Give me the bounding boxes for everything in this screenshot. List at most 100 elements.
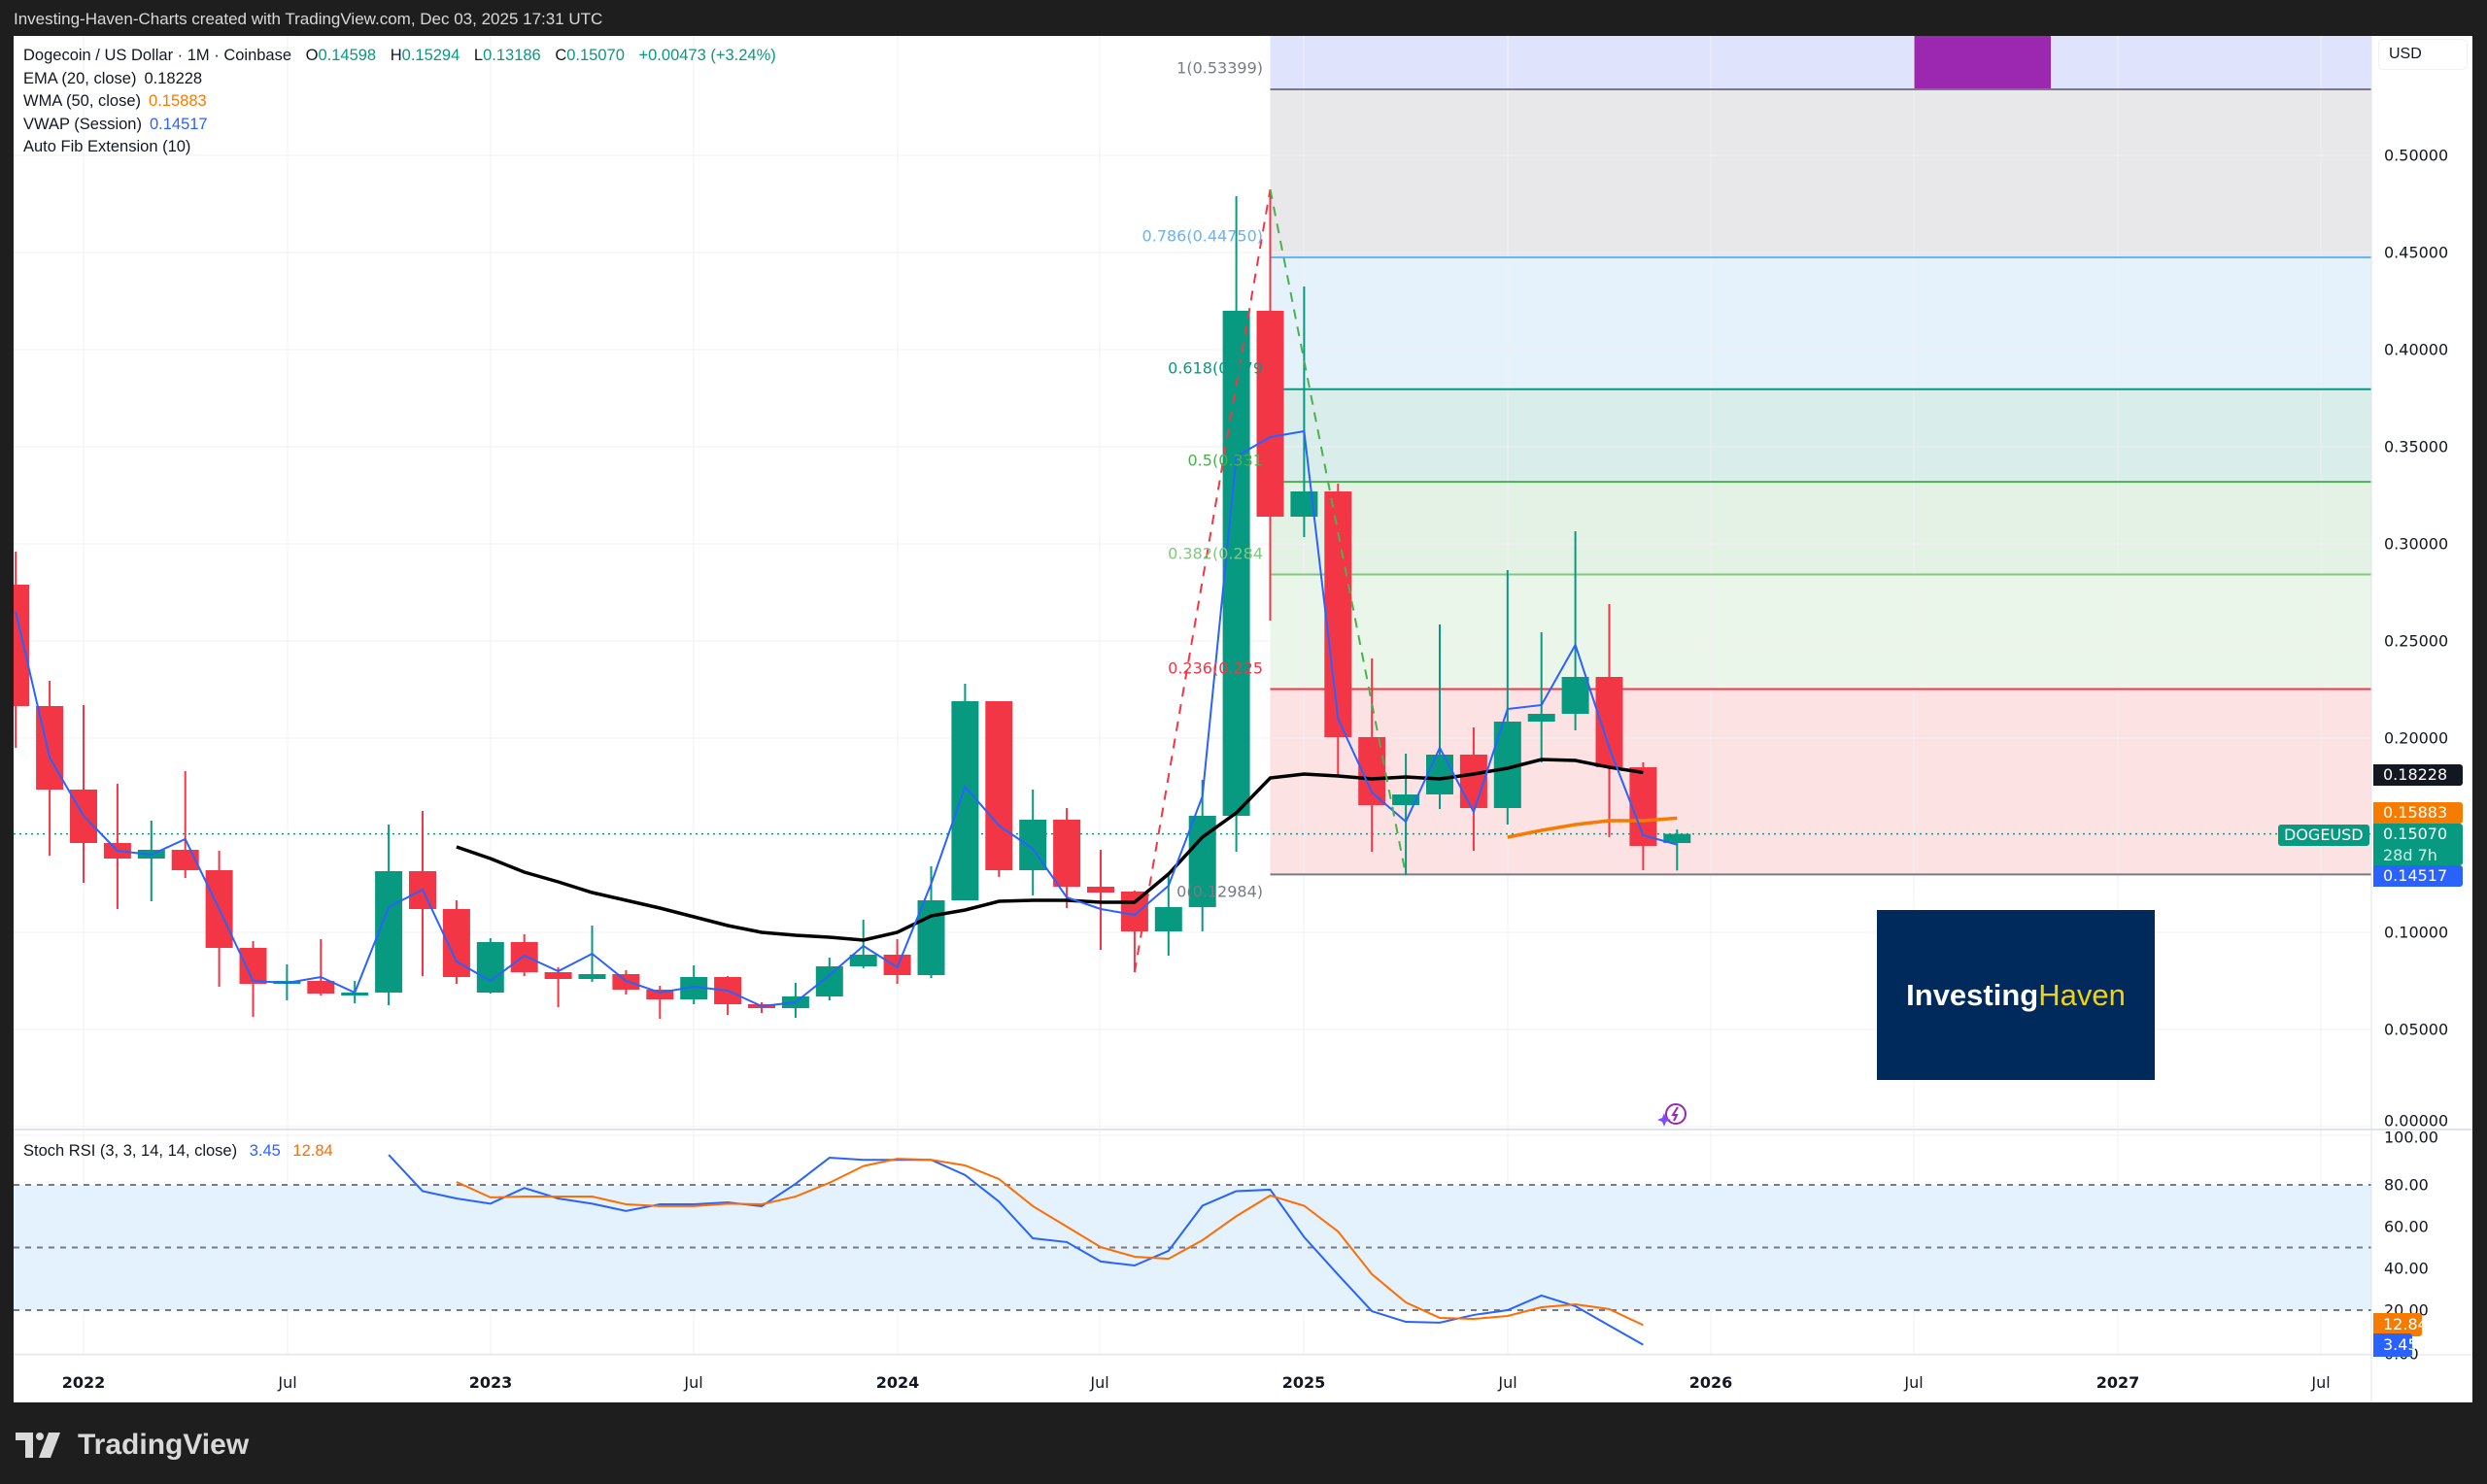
candle[interactable]	[1087, 887, 1114, 893]
logo-text-investing: Investing	[1906, 977, 2039, 1012]
candle[interactable]	[2, 585, 30, 706]
price-tick: 0.20000	[2384, 728, 2449, 748]
candle[interactable]	[849, 955, 877, 966]
price-tag: 0.14517	[2373, 865, 2463, 887]
tradingview-wordmark: TradingView	[78, 1429, 250, 1461]
stoch-d-tag: 12.84	[2373, 1313, 2428, 1337]
candle[interactable]	[544, 972, 572, 979]
candle[interactable]	[1222, 311, 1250, 816]
wma-legend[interactable]: WMA (50, close) 0.15883	[23, 92, 207, 110]
time-tick: Jul	[1090, 1373, 1109, 1392]
fib-level-label: 0.236(0.225	[1168, 658, 1263, 678]
time-tick: 2022	[61, 1373, 106, 1392]
price-tick: 0.05000	[2384, 1020, 2449, 1039]
candle[interactable]	[1595, 677, 1623, 767]
time-tick: Jul	[1904, 1373, 1924, 1392]
lightning-sparkle-icon[interactable]	[1657, 1100, 1688, 1130]
price-tick: 0.35000	[2384, 437, 2449, 456]
stoch-tick: 60.00	[2384, 1217, 2429, 1236]
ema-value: 0.18228	[144, 69, 203, 87]
candle[interactable]	[510, 942, 538, 972]
time-tick: 2026	[1688, 1373, 1733, 1392]
candle[interactable]	[1663, 833, 1691, 844]
time-tick: 2024	[875, 1373, 920, 1392]
symbol-title: Dogecoin / US Dollar · 1M · Coinbase	[23, 47, 292, 64]
candle[interactable]	[917, 900, 945, 975]
stoch-tick: 80.00	[2384, 1175, 2429, 1195]
candle[interactable]	[1053, 820, 1081, 887]
stoch-d-value: 12.84	[292, 1142, 333, 1160]
fib-level-label: 0.5(0.331	[1187, 451, 1264, 470]
candle[interactable]	[815, 966, 843, 996]
chart-caption: Investing-Haven-Charts created with Trad…	[14, 10, 603, 28]
candle[interactable]	[239, 948, 267, 984]
indicator-line	[15, 429, 1678, 1008]
tradingview-footer[interactable]: TradingView	[16, 1426, 249, 1465]
investinghaven-logo: Investing Haven	[1877, 910, 2155, 1080]
indicator-line	[1507, 816, 1678, 839]
price-tick: 0.10000	[2384, 923, 2449, 942]
fib-zone	[1270, 482, 2371, 575]
purple-marker-box	[1914, 36, 2051, 90]
fib-legend[interactable]: Auto Fib Extension (10)	[23, 138, 191, 155]
time-tick: 2027	[2095, 1373, 2140, 1392]
stoch-k-line	[388, 1154, 1644, 1346]
time-tick: 2023	[468, 1373, 513, 1392]
stoch-tick: 100.00	[2384, 1128, 2438, 1147]
candle[interactable]	[476, 942, 504, 993]
ema-legend[interactable]: EMA (20, close) 0.18228	[23, 69, 203, 87]
candle[interactable]	[1154, 907, 1182, 931]
stoch-d-line	[456, 1158, 1644, 1327]
currency-button[interactable]: USD	[2378, 39, 2468, 70]
price-tick: 0.50000	[2384, 146, 2449, 165]
stoch-rsi-label: Stoch RSI (3, 3, 14, 14, close)	[23, 1142, 238, 1160]
fib-zone	[1270, 388, 2371, 483]
candle[interactable]	[341, 993, 369, 995]
tradingview-logo-icon	[16, 1433, 66, 1458]
candle[interactable]	[578, 974, 606, 979]
price-tick: 0.00000	[2384, 1111, 2449, 1130]
change-value: +0.00473 (+3.24%)	[638, 47, 776, 64]
price-tick: 0.30000	[2384, 534, 2449, 554]
fib-zone-above-1	[1270, 36, 2371, 90]
fib-zone	[1270, 574, 2371, 690]
candle[interactable]	[646, 990, 674, 999]
candle[interactable]	[1256, 311, 1284, 517]
stoch-k-value: 3.45	[249, 1142, 281, 1160]
fib-zone	[1270, 89, 2371, 258]
candle[interactable]	[680, 977, 708, 999]
high-value: H0.15294	[390, 47, 460, 64]
main-legend: Dogecoin / US Dollar · 1M · Coinbase O0.…	[23, 45, 776, 159]
time-tick: Jul	[684, 1373, 703, 1392]
candle[interactable]	[985, 701, 1013, 870]
stoch-tick: 40.00	[2384, 1259, 2429, 1278]
fib-zone	[1270, 689, 2371, 875]
stoch-rsi-legend[interactable]: Stoch RSI (3, 3, 14, 14, close) 3.45 12.…	[23, 1142, 333, 1161]
time-tick: Jul	[1498, 1373, 1517, 1392]
price-tag: 0.15883	[2373, 802, 2463, 824]
candle[interactable]	[1392, 794, 1420, 805]
fib-zone	[1270, 257, 2371, 389]
candle[interactable]	[951, 701, 979, 900]
time-tick: Jul	[2311, 1373, 2331, 1392]
time-tick: 2025	[1281, 1373, 1326, 1392]
price-tick: 0.25000	[2384, 631, 2449, 651]
vwap-legend[interactable]: VWAP (Session) 0.14517	[23, 115, 208, 133]
candle[interactable]	[1561, 677, 1589, 714]
stoch-k-tag: 3.45	[2373, 1332, 2418, 1357]
open-value: O0.14598	[305, 47, 377, 64]
vwap-value: 0.14517	[149, 115, 208, 133]
candle[interactable]	[1324, 491, 1352, 737]
fib-trend-line	[1269, 188, 1408, 876]
symbol-row[interactable]: Dogecoin / US Dollar · 1M · Coinbase O0.…	[23, 45, 776, 68]
candle[interactable]	[1527, 714, 1555, 722]
fib-level-label: 0.786(0.44750)	[1141, 226, 1263, 246]
candle[interactable]	[1426, 755, 1453, 794]
fib-level-label: 0(0.12984)	[1176, 882, 1263, 901]
low-value: L0.13186	[473, 47, 541, 64]
candle[interactable]	[1120, 892, 1148, 931]
price-tick: 0.40000	[2384, 340, 2449, 359]
candle[interactable]	[307, 981, 335, 994]
symbol-price-tag: DOGEUSD	[2278, 825, 2369, 846]
